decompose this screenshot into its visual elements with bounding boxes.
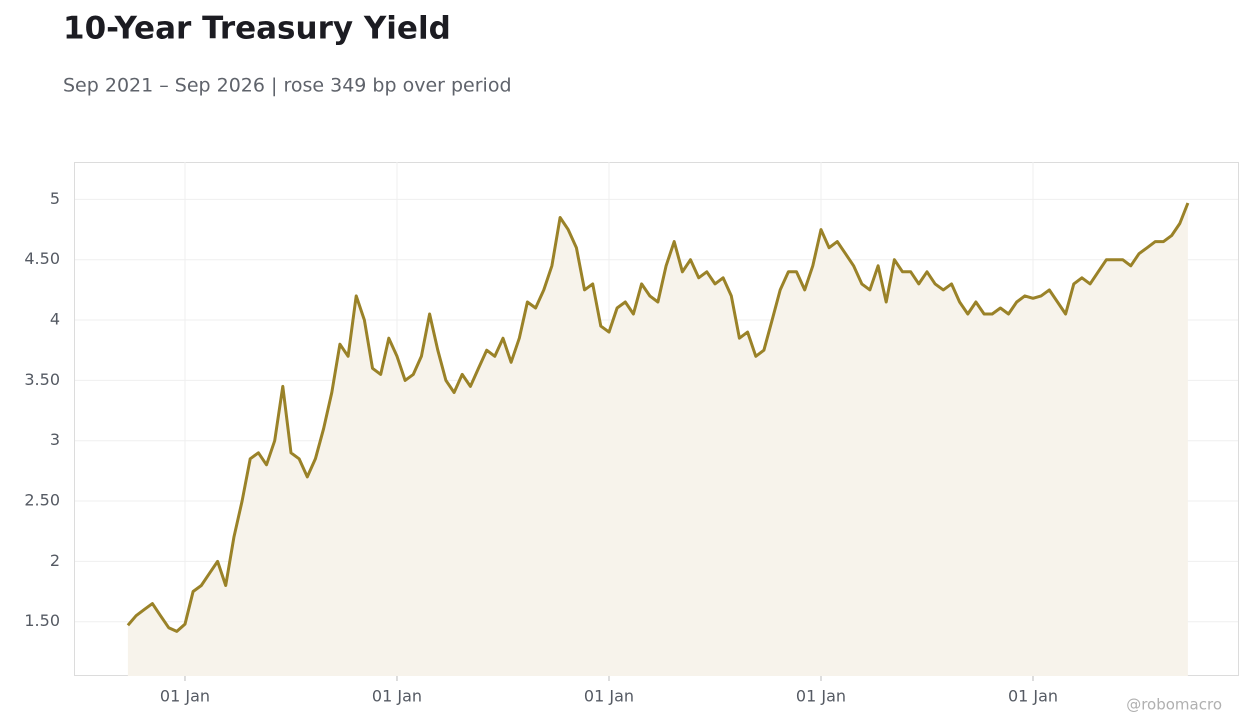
- chart-title: 10-Year Treasury Yield: [63, 11, 451, 47]
- y-tick-label: 5: [50, 189, 60, 208]
- y-tick-label: 4: [50, 310, 60, 329]
- chart-subtitle: Sep 2021 – Sep 2026 | rose 349 bp over p…: [63, 75, 512, 97]
- x-tick-label: 01 Jan: [584, 687, 634, 706]
- y-tick-label: 3.50: [24, 370, 60, 389]
- area: [127, 203, 1188, 676]
- x-tick-label: 01 Jan: [160, 687, 210, 706]
- x-tick-label: 01 Jan: [372, 687, 422, 706]
- x-tick-label: 01 Jan: [1008, 687, 1058, 706]
- x-tick-label: 01 Jan: [796, 687, 846, 706]
- marks: [126, 202, 1190, 676]
- y-tick-label: 4.50: [24, 249, 60, 268]
- labels: 1.50 2 2.50 3 3.50 4 4.50 5 01 Jan 01 Jan 01 Jan 01…: [24, 189, 1058, 706]
- line: [126, 202, 1190, 633]
- y-tick-label: 2: [50, 551, 60, 570]
- credit: @robomacro: [1126, 696, 1222, 714]
- y-tick-label: 2.50: [24, 491, 60, 510]
- y-tick-label: 3: [50, 430, 60, 449]
- y-tick-label: 1.50: [24, 611, 60, 630]
